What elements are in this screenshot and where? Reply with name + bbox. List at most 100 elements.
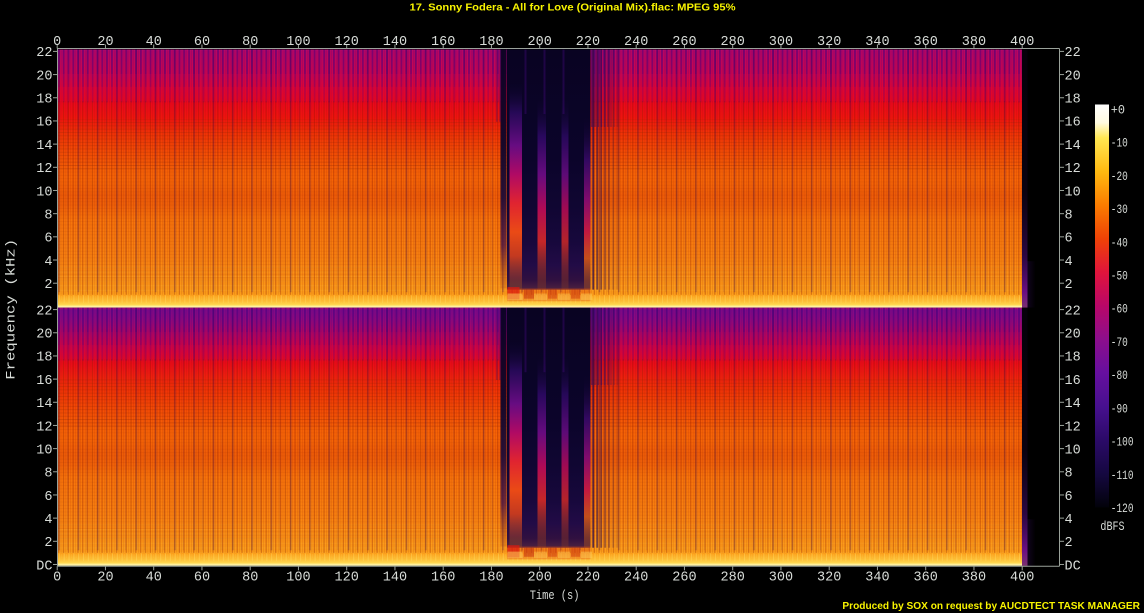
svg-text:20: 20: [36, 328, 52, 343]
svg-text:360: 360: [914, 571, 938, 586]
svg-text:22: 22: [1065, 46, 1081, 61]
svg-text:4: 4: [44, 255, 52, 270]
svg-text:8: 8: [1065, 467, 1073, 482]
svg-text:260: 260: [672, 571, 696, 586]
svg-text:DC: DC: [36, 559, 52, 574]
svg-text:20: 20: [97, 571, 113, 586]
svg-text:80: 80: [242, 35, 258, 50]
svg-text:14: 14: [36, 139, 52, 154]
svg-text:400: 400: [1010, 35, 1034, 50]
svg-text:280: 280: [721, 571, 745, 586]
svg-text:160: 160: [431, 35, 455, 50]
svg-text:-30: -30: [1111, 202, 1128, 217]
svg-text:Time (s): Time (s): [530, 588, 580, 603]
svg-text:DC: DC: [1065, 559, 1081, 574]
svg-text:14: 14: [1065, 139, 1081, 154]
svg-text:6: 6: [1065, 232, 1073, 247]
svg-text:8: 8: [1065, 208, 1073, 223]
svg-text:10: 10: [1065, 443, 1081, 458]
svg-text:20: 20: [36, 69, 52, 84]
svg-text:80: 80: [242, 571, 258, 586]
svg-text:300: 300: [769, 35, 793, 50]
svg-text:8: 8: [44, 467, 52, 482]
svg-text:320: 320: [817, 35, 841, 50]
svg-text:16: 16: [1065, 374, 1081, 389]
svg-text:16: 16: [36, 116, 52, 131]
svg-text:240: 240: [624, 35, 648, 50]
svg-text:-110: -110: [1111, 468, 1134, 483]
svg-text:+0: +0: [1111, 102, 1125, 117]
svg-text:-60: -60: [1111, 302, 1128, 317]
svg-text:14: 14: [1065, 397, 1081, 412]
svg-text:20: 20: [97, 35, 113, 50]
svg-text:4: 4: [44, 513, 52, 528]
svg-text:17. Sonny Fodera - All for Lov: 17. Sonny Fodera - All for Love (Origina…: [410, 2, 737, 14]
svg-text:260: 260: [672, 35, 696, 50]
svg-text:4: 4: [1065, 255, 1073, 270]
svg-text:12: 12: [36, 162, 52, 177]
svg-text:-70: -70: [1111, 335, 1128, 350]
svg-text:180: 180: [479, 571, 503, 586]
svg-text:16: 16: [1065, 116, 1081, 131]
svg-text:340: 340: [865, 35, 889, 50]
svg-text:220: 220: [576, 35, 600, 50]
svg-text:20: 20: [1065, 328, 1081, 343]
svg-text:180: 180: [479, 35, 503, 50]
svg-text:10: 10: [36, 443, 52, 458]
svg-text:22: 22: [1065, 304, 1081, 319]
svg-text:0: 0: [53, 571, 61, 586]
svg-text:240: 240: [624, 571, 648, 586]
svg-text:380: 380: [962, 571, 986, 586]
svg-text:2: 2: [1065, 536, 1073, 551]
svg-text:18: 18: [36, 93, 52, 108]
svg-text:-100: -100: [1111, 435, 1134, 450]
svg-text:20: 20: [1065, 69, 1081, 84]
svg-text:12: 12: [1065, 162, 1081, 177]
svg-text:-80: -80: [1111, 368, 1128, 383]
svg-text:16: 16: [36, 374, 52, 389]
svg-text:22: 22: [36, 304, 52, 319]
svg-text:8: 8: [44, 208, 52, 223]
svg-text:6: 6: [1065, 490, 1073, 505]
svg-text:220: 220: [576, 571, 600, 586]
svg-text:18: 18: [1065, 351, 1081, 366]
svg-text:-50: -50: [1111, 269, 1128, 284]
svg-text:120: 120: [335, 571, 359, 586]
svg-text:360: 360: [914, 35, 938, 50]
svg-text:340: 340: [865, 571, 889, 586]
svg-text:100: 100: [286, 571, 310, 586]
svg-text:dBFS: dBFS: [1100, 519, 1124, 534]
svg-text:380: 380: [962, 35, 986, 50]
svg-text:60: 60: [194, 35, 210, 50]
svg-text:320: 320: [817, 571, 841, 586]
svg-text:-120: -120: [1111, 501, 1134, 516]
svg-text:-20: -20: [1111, 169, 1128, 184]
svg-text:10: 10: [1065, 185, 1081, 200]
svg-text:2: 2: [1065, 278, 1073, 293]
svg-text:120: 120: [335, 35, 359, 50]
svg-text:200: 200: [528, 35, 552, 50]
svg-text:Produced by SOX on request by: Produced by SOX on request by AUCDTECT T…: [842, 600, 1140, 612]
svg-text:2: 2: [44, 536, 52, 551]
svg-text:6: 6: [44, 232, 52, 247]
svg-text:160: 160: [431, 571, 455, 586]
svg-text:2: 2: [44, 278, 52, 293]
svg-text:14: 14: [36, 397, 52, 412]
svg-text:200: 200: [528, 571, 552, 586]
svg-text:280: 280: [721, 35, 745, 50]
svg-text:18: 18: [36, 351, 52, 366]
svg-text:40: 40: [146, 35, 162, 50]
svg-text:100: 100: [286, 35, 310, 50]
svg-text:12: 12: [1065, 420, 1081, 435]
svg-text:140: 140: [383, 35, 407, 50]
svg-text:10: 10: [36, 185, 52, 200]
svg-text:6: 6: [44, 490, 52, 505]
svg-text:300: 300: [769, 571, 793, 586]
svg-text:4: 4: [1065, 513, 1073, 528]
svg-text:-90: -90: [1111, 401, 1128, 416]
svg-text:18: 18: [1065, 93, 1081, 108]
svg-text:40: 40: [146, 571, 162, 586]
svg-text:400: 400: [1010, 571, 1034, 586]
svg-text:-40: -40: [1111, 235, 1128, 250]
svg-text:60: 60: [194, 571, 210, 586]
